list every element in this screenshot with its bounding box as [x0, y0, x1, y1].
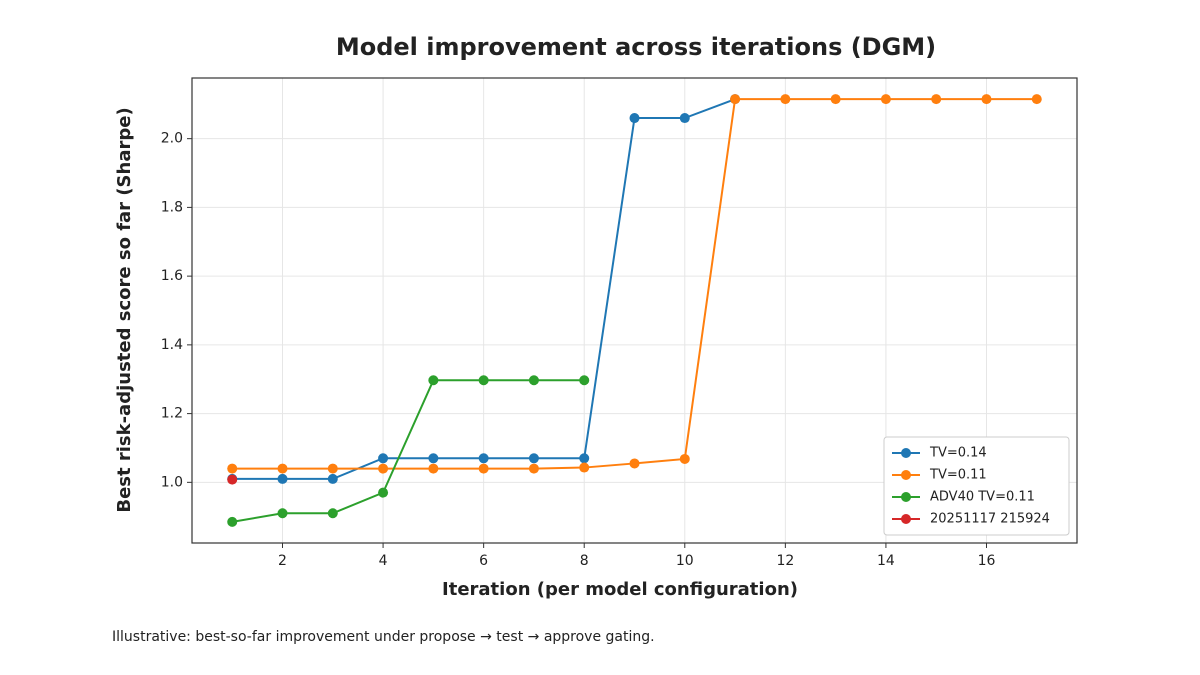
legend-box — [883, 436, 1070, 536]
legend-marker — [901, 448, 911, 458]
data-point — [227, 474, 238, 485]
x-tick-label: 16 — [978, 553, 996, 569]
y-tick-label: 1.0 — [161, 474, 183, 490]
data-point — [378, 453, 389, 464]
data-point — [227, 463, 238, 474]
data-point — [378, 487, 389, 498]
x-tick-label: 2 — [278, 553, 287, 569]
data-point — [528, 375, 539, 386]
data-point — [579, 453, 590, 464]
data-point — [579, 462, 590, 473]
data-point — [428, 375, 439, 386]
data-point — [679, 453, 690, 464]
data-point — [428, 463, 439, 474]
data-point — [629, 113, 640, 124]
data-point — [277, 508, 288, 519]
y-axis-label: Best risk-adjusted score so far (Sharpe) — [114, 107, 135, 512]
y-tick-label: 2.0 — [161, 131, 183, 147]
chart-title: Model improvement across iterations (DGM… — [336, 33, 936, 61]
data-point — [629, 458, 640, 469]
y-tick-label: 1.8 — [161, 199, 183, 215]
data-point — [277, 463, 288, 474]
data-point — [981, 94, 992, 105]
data-point — [1031, 94, 1042, 105]
x-tick-label: 12 — [776, 553, 794, 569]
data-point — [378, 463, 389, 474]
legend-marker — [901, 492, 911, 502]
legend-marker — [901, 470, 911, 480]
data-point — [528, 453, 539, 464]
x-tick-label: 6 — [479, 553, 488, 569]
data-point — [830, 94, 841, 105]
data-point — [679, 113, 690, 124]
legend-label: ADV40 TV=0.11 — [930, 490, 1035, 505]
series-line — [232, 379, 585, 523]
legend-marker — [901, 514, 911, 524]
data-point — [478, 463, 489, 474]
data-point — [730, 94, 741, 105]
x-tick-label: 14 — [877, 553, 895, 569]
x-tick-label: 8 — [580, 553, 589, 569]
y-tick-label: 1.4 — [161, 337, 183, 353]
data-point — [780, 94, 791, 105]
y-tick-label: 1.2 — [161, 406, 183, 422]
legend-label: TV=0.11 — [929, 468, 987, 483]
data-point — [327, 508, 338, 519]
data-point — [478, 375, 489, 386]
y-tick-label: 1.6 — [161, 268, 183, 284]
x-axis-label: Iteration (per model configuration) — [442, 579, 798, 600]
data-point — [478, 453, 489, 464]
data-point — [428, 453, 439, 464]
data-point — [277, 473, 288, 484]
plot-frame — [191, 77, 1078, 544]
data-point — [528, 463, 539, 474]
x-tick-label: 4 — [379, 553, 388, 569]
data-point — [227, 516, 238, 527]
data-point — [327, 463, 338, 474]
x-tick-label: 10 — [676, 553, 694, 569]
data-point — [931, 94, 942, 105]
legend-label: TV=0.14 — [929, 446, 987, 461]
data-point — [880, 94, 891, 105]
legend-label: 20251117 215924 — [930, 512, 1050, 527]
data-point — [579, 375, 590, 386]
caption: Illustrative: best-so-far improvement un… — [112, 629, 655, 645]
data-point — [327, 473, 338, 484]
